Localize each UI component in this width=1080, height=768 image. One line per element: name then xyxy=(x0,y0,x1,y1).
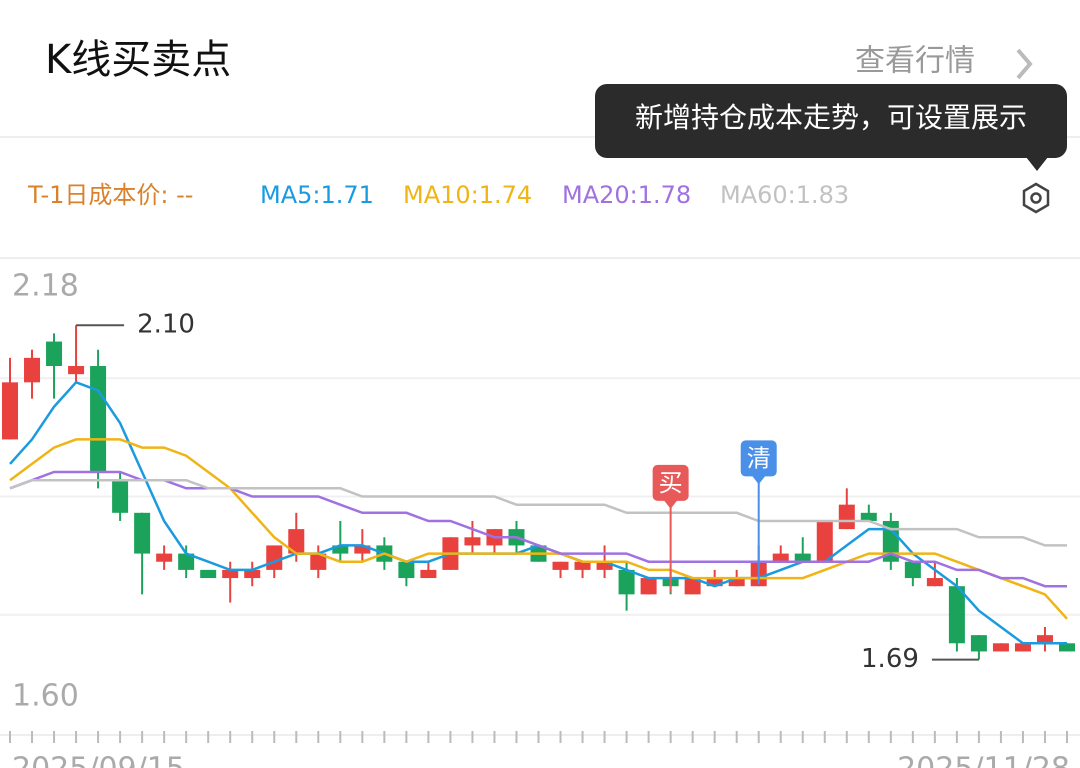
candle-body xyxy=(970,635,987,652)
settings-icon[interactable] xyxy=(1022,182,1050,214)
tooltip-text: 新增持仓成本走势，可设置展示 xyxy=(635,101,1027,134)
candle-body xyxy=(640,578,657,595)
candle-body xyxy=(618,569,635,595)
signal-pointer xyxy=(663,499,678,509)
chevron[interactable] xyxy=(1016,48,1033,80)
candle-body xyxy=(112,480,129,513)
candle-body xyxy=(156,553,173,562)
candle-body xyxy=(200,569,217,579)
candle-body xyxy=(222,569,239,579)
view-quotes-link[interactable]: 查看行情 xyxy=(855,44,975,79)
candle-body xyxy=(2,382,18,440)
candle-body xyxy=(134,512,151,554)
candle-body xyxy=(464,537,481,546)
candle-body xyxy=(288,529,305,554)
legend-entry: MA60:1.83 xyxy=(720,181,849,209)
candle-body xyxy=(706,578,723,587)
candle-body xyxy=(178,553,195,570)
candle-body xyxy=(332,545,349,554)
y-tick-label: 2.18 xyxy=(12,269,79,304)
signal-label: 买 xyxy=(659,469,683,497)
ma-lines xyxy=(9,380,1068,645)
candle-body xyxy=(1036,635,1053,644)
signal-badge xyxy=(740,440,777,477)
candle-body xyxy=(310,553,327,570)
signal-pointer xyxy=(751,475,766,485)
candle-body xyxy=(992,643,1009,652)
candle-body xyxy=(1014,643,1031,652)
x-tick-label: 2025/11/28 xyxy=(897,752,1070,768)
candle-body xyxy=(266,545,283,570)
candle-body xyxy=(772,553,789,562)
candle-body xyxy=(904,561,921,579)
candle-body xyxy=(882,520,899,562)
candle-body xyxy=(816,520,833,562)
candle-body xyxy=(1059,643,1075,652)
ma-line xyxy=(9,478,1067,547)
y-tick-label: 1.60 xyxy=(12,679,79,714)
legend-entry: MA10:1.74 xyxy=(403,181,532,209)
ma-line xyxy=(9,380,1067,645)
candle-body xyxy=(398,561,415,579)
signal-badge xyxy=(652,464,689,501)
annotation-label: 2.10 xyxy=(137,310,195,340)
candle-body xyxy=(926,578,943,587)
candle-body xyxy=(684,578,701,595)
candle-body xyxy=(90,366,107,473)
signal-label: 清 xyxy=(747,444,771,472)
page-title: K线买卖点 xyxy=(45,37,231,83)
candle-body xyxy=(244,569,261,579)
candle-body xyxy=(68,366,85,375)
candle-body xyxy=(794,553,811,562)
legend-entry: MA5:1.71 xyxy=(260,181,374,209)
annotation-label: 1.69 xyxy=(861,644,919,674)
cost-label: T-1日成本价: -- xyxy=(27,181,193,209)
candle-body xyxy=(838,504,855,530)
x-tick-label: 2025/09/15 xyxy=(12,752,185,768)
legend-entry: MA20:1.78 xyxy=(562,181,691,209)
candle-body xyxy=(24,357,41,383)
candle-body xyxy=(728,578,745,587)
tooltip-arrow xyxy=(1026,157,1048,171)
tooltip-box xyxy=(595,84,1067,158)
candle-body xyxy=(596,561,613,570)
ma-line xyxy=(9,470,1067,588)
candle-body xyxy=(46,341,63,367)
candle-body xyxy=(948,586,965,644)
candle-body xyxy=(552,561,569,570)
candle-body xyxy=(420,569,437,579)
candle-body xyxy=(354,545,371,554)
candle-body xyxy=(860,512,877,521)
candle-body xyxy=(574,561,591,570)
